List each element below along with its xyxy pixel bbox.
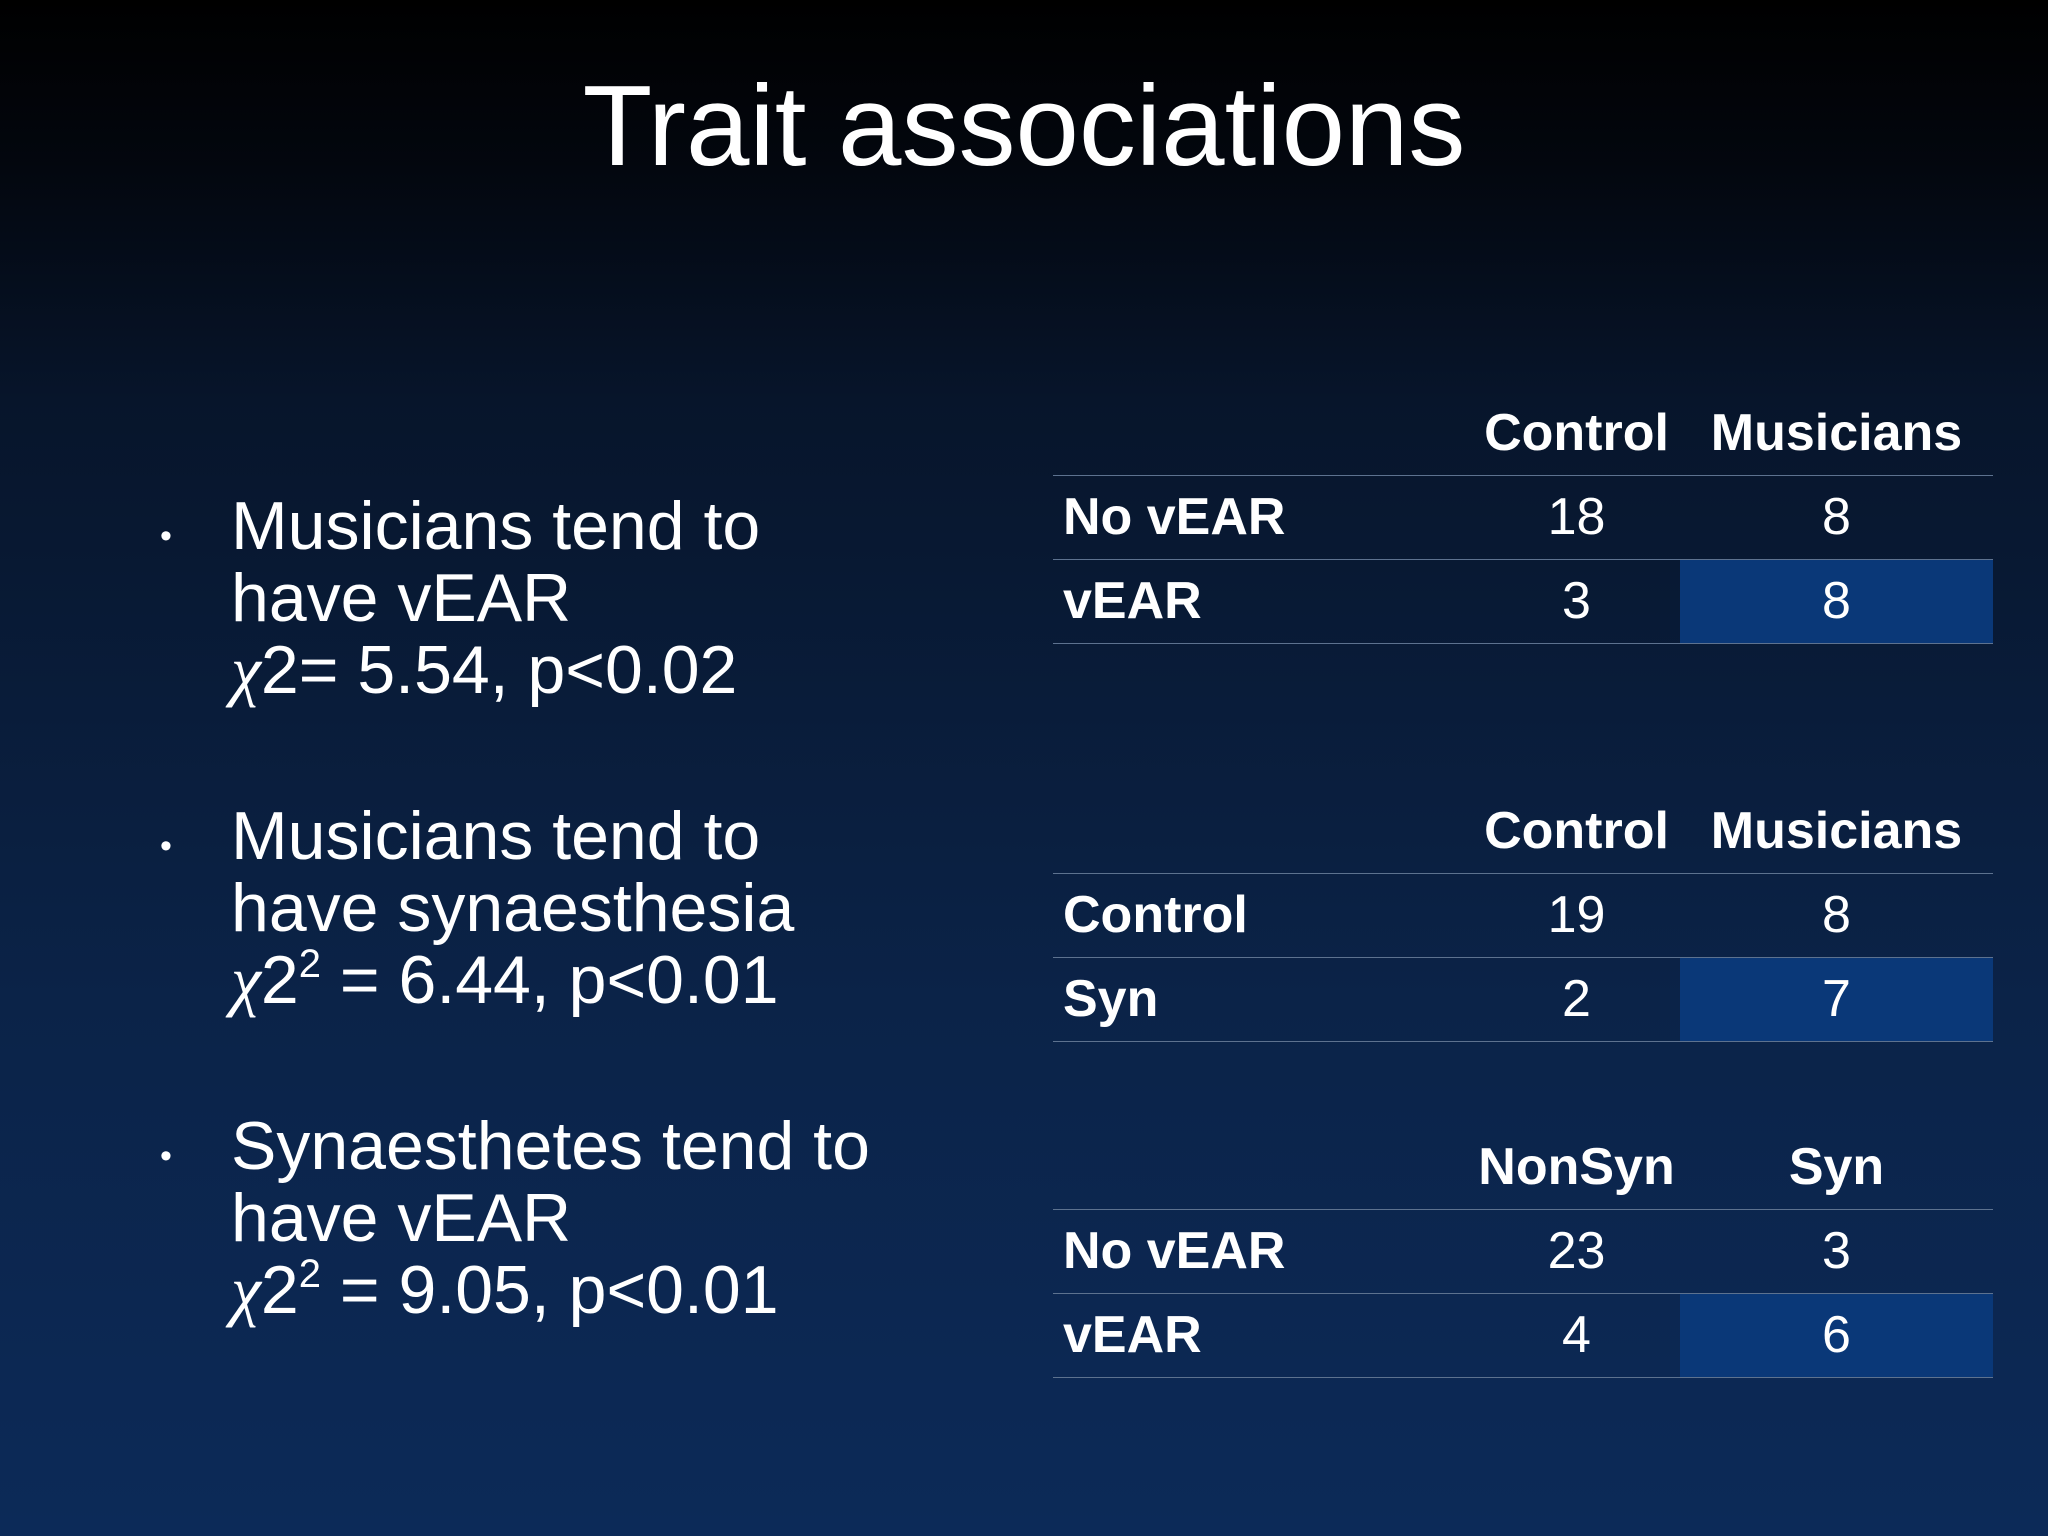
header-row: Control Musicians bbox=[1053, 790, 1993, 874]
bullet-text: Musicians tend to have vEAR χ2= 5.54, p<0.… bbox=[231, 490, 760, 706]
column-header: Control bbox=[1484, 802, 1669, 860]
table-cell: 8 bbox=[1680, 560, 1993, 643]
bullet-dot: • bbox=[160, 827, 172, 865]
row-label: vEAR bbox=[1063, 1306, 1202, 1364]
bullet-line: have synaesthesia bbox=[231, 870, 795, 946]
bullet-line: have vEAR bbox=[231, 1180, 572, 1256]
chi-symbol: χ bbox=[231, 1252, 261, 1328]
table: Control Musicians Control 19 8 Syn 2 7 bbox=[1053, 790, 1993, 1042]
stat-line: χ2= 5.54, p<0.02 bbox=[231, 634, 760, 706]
column-header: Musicians bbox=[1710, 404, 1963, 462]
bullet-text: Synaesthetes tend to have vEAR χ22 = 9.05,… bbox=[231, 1110, 870, 1326]
column-header: Control bbox=[1484, 404, 1669, 462]
stat-sup: 2 bbox=[298, 1252, 321, 1296]
stat-base: 2 bbox=[260, 1252, 299, 1328]
table-cell: 8 bbox=[1822, 886, 1851, 944]
table-cell: 2 bbox=[1562, 970, 1591, 1028]
table-cell: 19 bbox=[1547, 886, 1606, 944]
stat-rest: = 6.44, p<0.01 bbox=[321, 942, 779, 1018]
table-row: vEAR 3 8 bbox=[1053, 560, 1993, 644]
chi-symbol: χ bbox=[231, 942, 261, 1018]
stat-line: χ22 = 9.05, p<0.01 bbox=[231, 1254, 870, 1326]
table-row: vEAR 4 6 bbox=[1053, 1294, 1993, 1378]
bullet-line: Musicians tend to bbox=[231, 798, 761, 874]
row-label: vEAR bbox=[1063, 572, 1202, 630]
column-header: Syn bbox=[1788, 1138, 1885, 1196]
row-label: Syn bbox=[1063, 970, 1159, 1028]
bullet-line: have vEAR bbox=[231, 560, 572, 636]
stat-sup: 2 bbox=[298, 942, 321, 986]
column-header: Musicians bbox=[1710, 802, 1963, 860]
table-row: No vEAR 23 3 bbox=[1053, 1210, 1993, 1294]
table-cell: 6 bbox=[1680, 1294, 1993, 1377]
slide-title: Trait associations bbox=[582, 63, 1466, 190]
table-cell: 4 bbox=[1562, 1306, 1591, 1364]
stat-base: 2 bbox=[260, 632, 299, 708]
bullet-dot: • bbox=[160, 1137, 172, 1175]
bullet-text: Musicians tend to have synaesthesia χ22 = … bbox=[231, 800, 794, 1016]
bullet-dot: • bbox=[160, 517, 172, 555]
table-row: Control 19 8 bbox=[1053, 874, 1993, 958]
header-row: Control Musicians bbox=[1053, 392, 1993, 476]
table-cell: 3 bbox=[1822, 1222, 1851, 1280]
header-row: NonSyn Syn bbox=[1053, 1126, 1993, 1210]
chi-symbol: χ bbox=[231, 632, 261, 708]
table-cell: 8 bbox=[1822, 488, 1851, 546]
bullet-line: Musicians tend to bbox=[231, 488, 761, 564]
row-label: No vEAR bbox=[1063, 1222, 1286, 1280]
table: NonSyn Syn No vEAR 23 3 vEAR 4 6 bbox=[1053, 1126, 1993, 1378]
row-label: No vEAR bbox=[1063, 488, 1286, 546]
table-cell: 23 bbox=[1547, 1222, 1606, 1280]
stat-base: 2 bbox=[260, 942, 299, 1018]
bullet-line: Synaesthetes tend to bbox=[231, 1108, 870, 1184]
table-row: No vEAR 18 8 bbox=[1053, 476, 1993, 560]
stat-rest: = 5.54, p<0.02 bbox=[298, 632, 738, 708]
stat-rest: = 9.05, p<0.01 bbox=[321, 1252, 779, 1328]
table: Control Musicians No vEAR 18 8 vEAR 3 8 bbox=[1053, 392, 1993, 644]
column-header: NonSyn bbox=[1478, 1138, 1675, 1196]
row-label: Control bbox=[1063, 886, 1248, 944]
table-cell: 7 bbox=[1680, 958, 1993, 1041]
table-row: Syn 2 7 bbox=[1053, 958, 1993, 1042]
stat-line: χ22 = 6.44, p<0.01 bbox=[231, 944, 794, 1016]
table-cell: 3 bbox=[1562, 572, 1591, 630]
table-cell: 18 bbox=[1547, 488, 1606, 546]
